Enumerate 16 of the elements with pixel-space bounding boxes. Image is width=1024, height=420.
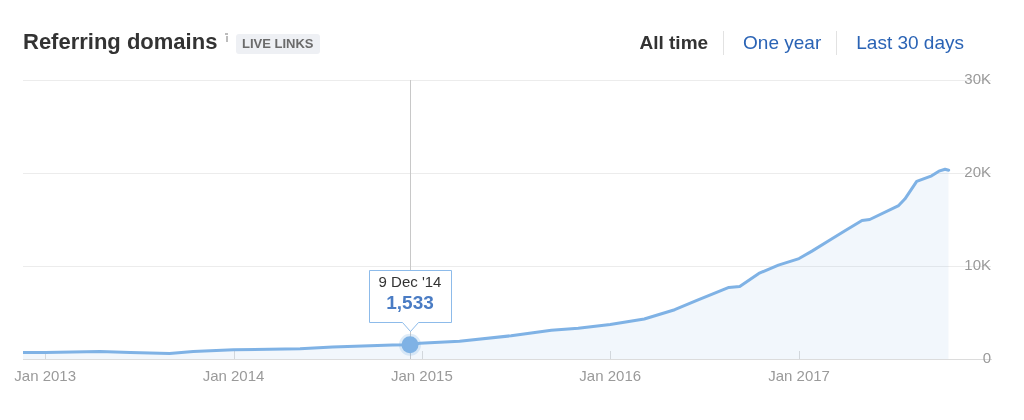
y-tick-label: 0 [982,349,991,367]
text: All time [639,31,709,55]
y-tick-label: 30K [964,70,991,88]
annotation: 9 Dec '14 [378,272,442,290]
chart-title: Referring domains [23,29,218,55]
y-tick-label: 20K [964,163,991,181]
data-label: 1,533 [386,291,434,313]
y-tick-label: 10K [964,256,991,274]
x-tick-label: Jan 2015 [390,367,453,385]
text: Last 30 days [836,31,964,55]
text: One year [723,31,822,55]
x-tick-label: Jan 2014 [202,367,265,385]
text: LIVE LINKS [236,34,320,54]
x-tick-label: Jan 2016 [579,367,642,385]
x-tick-label: Jan 2017 [768,367,830,385]
x-tick-label: Jan 2013 [14,367,77,385]
